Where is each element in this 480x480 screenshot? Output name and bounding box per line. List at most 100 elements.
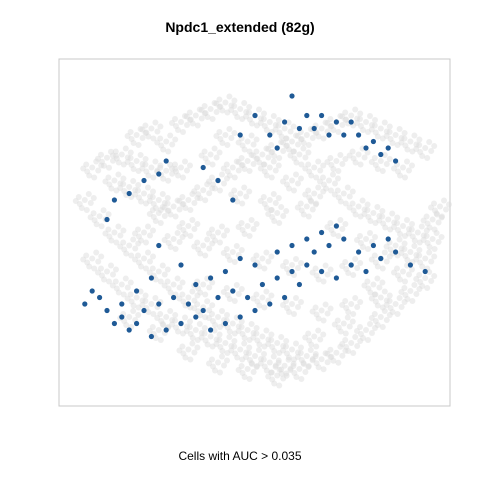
cell-point — [309, 206, 316, 213]
cell-point — [261, 168, 268, 175]
cell-point — [357, 338, 364, 344]
cell-point — [260, 161, 267, 168]
cell-point — [318, 307, 325, 314]
cell-point — [432, 207, 438, 214]
cell-point — [339, 113, 346, 120]
cell-point — [311, 333, 318, 340]
cell-point — [365, 246, 371, 252]
highlighted-cell-point — [185, 301, 191, 307]
cell-point — [258, 115, 264, 122]
cell-point — [294, 354, 301, 360]
cell-point — [91, 265, 98, 272]
cell-point — [327, 220, 334, 226]
cell-point — [424, 220, 431, 227]
cell-point — [287, 128, 294, 135]
cell-point — [372, 259, 379, 266]
cell-point — [124, 154, 131, 161]
cell-point — [377, 158, 384, 164]
cell-point — [320, 317, 327, 324]
cell-point — [404, 296, 411, 302]
cell-point — [185, 223, 192, 229]
cell-point — [303, 353, 310, 359]
cell-point — [152, 119, 159, 126]
cell-point — [420, 232, 427, 239]
cell-point — [283, 259, 289, 265]
cell-point — [145, 133, 152, 140]
cell-point — [423, 227, 430, 234]
cell-point — [209, 356, 215, 363]
cell-point — [130, 302, 137, 309]
cell-point — [152, 335, 159, 341]
cell-point — [244, 327, 251, 333]
cell-point — [194, 195, 201, 201]
cell-point — [281, 125, 288, 132]
cell-point — [143, 265, 149, 272]
cell-point — [372, 117, 378, 123]
cell-point — [194, 122, 201, 129]
cell-point — [135, 142, 142, 148]
highlighted-cell-point — [348, 119, 354, 125]
cell-point — [132, 256, 138, 263]
cell-point — [152, 276, 159, 283]
cell-point — [270, 158, 277, 165]
cell-point — [209, 174, 215, 181]
cell-point — [308, 198, 315, 205]
cell-point — [238, 155, 245, 161]
cell-point — [142, 156, 149, 162]
cell-point — [400, 164, 406, 171]
cell-point — [117, 180, 124, 187]
cell-point — [180, 129, 186, 135]
cell-point — [285, 119, 292, 126]
cell-point — [252, 353, 258, 359]
cell-point — [306, 168, 313, 175]
cell-point — [145, 223, 151, 230]
cell-point — [283, 338, 290, 344]
cell-point — [379, 265, 386, 272]
cell-point — [312, 265, 319, 272]
cell-point — [196, 321, 203, 327]
cell-point — [343, 266, 350, 272]
cell-point — [298, 136, 304, 143]
cell-point — [239, 370, 246, 376]
cell-point — [248, 217, 255, 223]
cell-point — [121, 246, 128, 253]
cell-point — [194, 301, 201, 308]
cell-point — [395, 272, 401, 279]
cell-point — [183, 328, 190, 334]
cell-point — [165, 207, 172, 214]
cell-point — [187, 318, 193, 325]
cell-point — [265, 154, 272, 161]
cell-point — [217, 103, 224, 110]
cell-point — [286, 146, 292, 153]
all-cells-layer — [72, 93, 452, 389]
cell-point — [397, 276, 403, 283]
cell-point — [250, 256, 257, 263]
cell-point — [231, 97, 238, 104]
cell-point — [164, 233, 171, 239]
cell-point — [108, 237, 115, 244]
cell-point — [280, 263, 286, 269]
cell-point — [246, 337, 253, 343]
cell-point — [330, 166, 337, 172]
cell-point — [417, 149, 424, 155]
highlighted-cell-point — [370, 242, 376, 249]
cell-point — [437, 203, 443, 210]
cell-point — [287, 367, 294, 373]
cell-point — [371, 311, 378, 317]
cell-point — [328, 162, 335, 168]
cell-point — [159, 191, 166, 197]
cell-point — [235, 291, 242, 297]
highlighted-cell-point — [333, 223, 339, 229]
cell-point — [235, 159, 242, 165]
highlighted-cell-point — [178, 262, 184, 268]
cell-point — [398, 289, 405, 295]
cell-point — [358, 123, 364, 129]
cell-point — [246, 104, 253, 110]
cell-point — [120, 161, 127, 168]
cell-point — [83, 252, 90, 259]
cell-point — [253, 221, 260, 227]
cell-point — [239, 116, 246, 122]
cell-point — [298, 260, 304, 266]
highlighted-cell-point — [111, 320, 117, 327]
cell-point — [170, 236, 177, 242]
